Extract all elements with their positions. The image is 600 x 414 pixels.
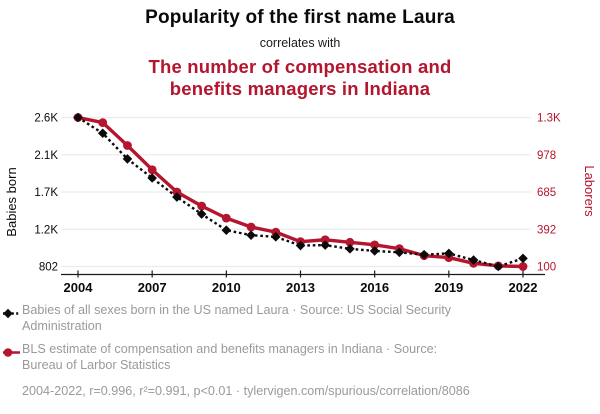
data-point-circle [123, 141, 132, 150]
y-axis-tick-label-right: 1.3K [537, 113, 561, 125]
data-point-diamond [468, 255, 479, 265]
stats-footnote: 2004-2022, r=0.996, r²=0.991, p<0.01 · t… [22, 384, 470, 398]
right-axis-title: Laborers [582, 165, 597, 217]
data-point-diamond [419, 249, 429, 260]
y-axis-tick-label-right: 978 [537, 150, 556, 162]
x-axis-tick-label: 2004 [64, 280, 94, 295]
data-point-diamond [172, 192, 182, 202]
data-point-circle [221, 213, 231, 223]
x-axis-tick-label: 2016 [360, 280, 389, 295]
data-point-circle [320, 235, 330, 245]
data-point-diamond [122, 154, 133, 164]
data-point-circle [147, 165, 157, 175]
data-point-circle [197, 201, 207, 211]
left-axis-title: Babies born [4, 167, 19, 236]
legend-item-babies: Babies of all sexes born in the US named… [2, 303, 580, 334]
data-point-circle [246, 222, 256, 232]
x-axis-tick-label: 2010 [212, 280, 241, 295]
chart-title: Popularity of the first name Laura [145, 7, 455, 28]
y-axis-tick-label-left: 802 [39, 262, 58, 274]
data-point-diamond [221, 225, 232, 236]
data-point-circle [98, 118, 108, 127]
legend-label-bls: BLS estimate of compensation and benefit… [22, 342, 438, 372]
data-point-diamond [295, 240, 306, 251]
y-axis-tick-label-left: 1.2K [34, 224, 58, 236]
data-point-diamond [394, 247, 405, 258]
data-point-diamond [320, 240, 331, 250]
data-point-diamond [147, 173, 157, 183]
data-point-diamond [270, 232, 281, 242]
data-point-diamond [196, 209, 207, 219]
chart-subtitle: The number of compensation and benefits … [148, 56, 452, 99]
red-solid-circle-legend-icon [2, 345, 21, 357]
black-dashed-diamond-legend-icon [2, 306, 21, 319]
data-point-circle [172, 187, 182, 197]
data-point-circle [518, 262, 528, 271]
data-point-diamond [444, 248, 454, 259]
data-point-circle [345, 237, 355, 247]
data-point-diamond [369, 246, 380, 256]
y-axis-tick-label-left: 2.1K [34, 150, 58, 162]
x-axis-tick-label: 2019 [434, 280, 463, 295]
data-point-circle [370, 240, 380, 250]
y-axis-tick-label-right: 392 [537, 224, 556, 236]
y-axis-tick-label-left: 1.7K [34, 187, 58, 199]
x-axis-tick-label: 2022 [509, 280, 538, 295]
x-axis-tick-label: 2007 [138, 280, 167, 295]
x-axis-tick-label: 2013 [286, 280, 315, 295]
data-point-diamond [246, 230, 256, 240]
chart-header: Popularity of the first name Laura corre… [0, 7, 600, 100]
y-axis-tick-label-left: 2.6K [34, 113, 58, 125]
legend-label-babies: Babies of all sexes born in the US named… [22, 303, 452, 333]
chart-connector-text: correlates with [259, 36, 341, 50]
y-axis-tick-label-right: 100 [537, 262, 556, 274]
data-point-diamond [345, 244, 355, 254]
data-point-diamond [493, 261, 504, 272]
data-point-diamond [97, 128, 108, 139]
y-axis-tick-label-right: 685 [537, 187, 556, 199]
data-point-diamond [518, 253, 528, 264]
data-point-diamond [73, 112, 83, 123]
legend-item-bls: BLS estimate of compensation and benefit… [2, 342, 580, 373]
